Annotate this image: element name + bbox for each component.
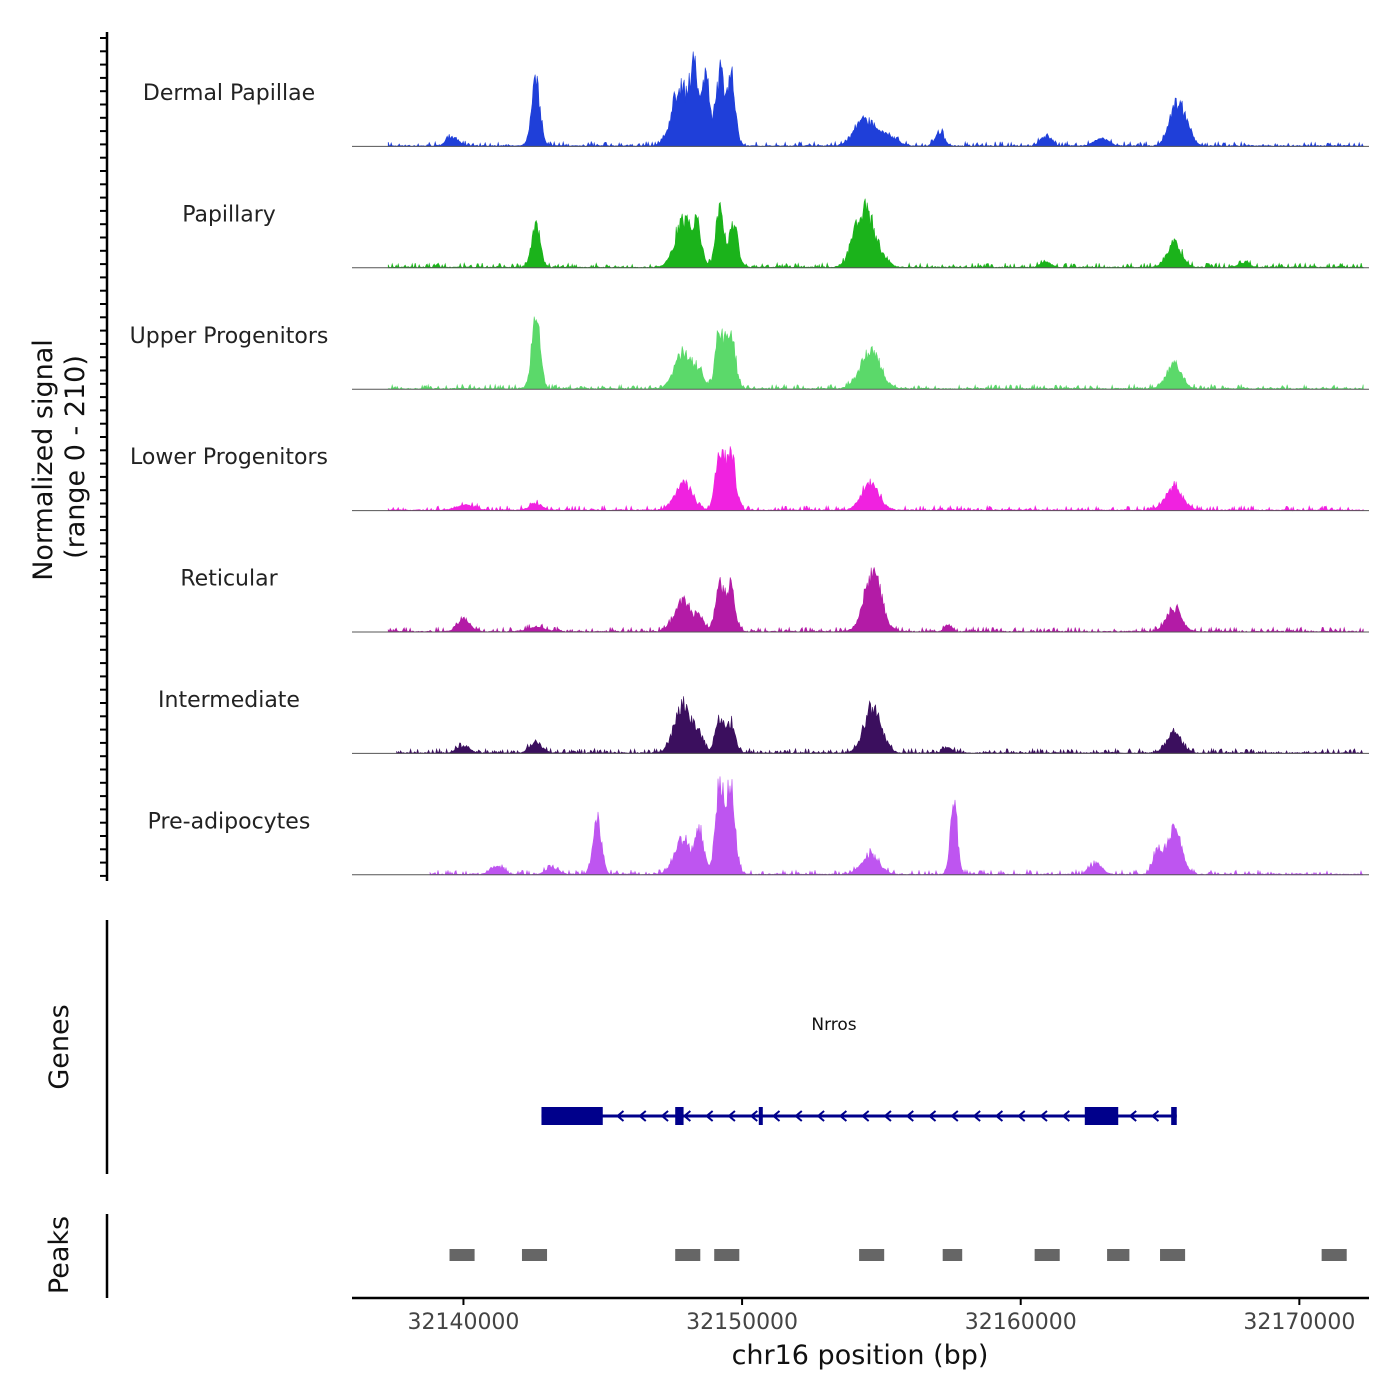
track-label: Upper Progenitors bbox=[130, 324, 329, 349]
exon bbox=[541, 1107, 603, 1125]
track-label: Intermediate bbox=[158, 688, 300, 713]
exon bbox=[675, 1107, 684, 1125]
strand-arrow bbox=[1128, 1110, 1137, 1122]
track-label: Dermal Papillae bbox=[143, 81, 315, 106]
coverage-area bbox=[387, 51, 1364, 148]
strand-arrow bbox=[615, 1110, 625, 1122]
peak-region bbox=[1321, 1249, 1347, 1261]
coverage-track: Upper Progenitors bbox=[130, 316, 1369, 391]
strand-arrow bbox=[1150, 1110, 1160, 1122]
coverage-y-axis-ticks bbox=[100, 37, 107, 877]
strand-arrow bbox=[749, 1110, 758, 1122]
coverage-area bbox=[387, 567, 1364, 634]
genes-track-label: Genes bbox=[44, 1004, 75, 1089]
coverage-track: Dermal Papillae bbox=[143, 51, 1369, 148]
coverage-area bbox=[429, 776, 1364, 876]
track-label: Pre-adipocytes bbox=[148, 809, 311, 834]
coverage-area bbox=[387, 446, 1364, 512]
strand-arrow bbox=[705, 1110, 714, 1122]
strand-arrow bbox=[950, 1110, 959, 1122]
strand-arrow bbox=[905, 1110, 914, 1122]
gene-track: Nrros bbox=[541, 1015, 1177, 1125]
strand-arrow bbox=[816, 1110, 825, 1122]
track-label: Reticular bbox=[180, 567, 278, 592]
strand-arrow bbox=[994, 1110, 1004, 1122]
strand-arrow bbox=[638, 1110, 647, 1122]
exon bbox=[758, 1107, 763, 1125]
coverage-area bbox=[387, 198, 1364, 269]
y-axis-title: Normalized signal bbox=[28, 339, 59, 581]
x-tick-label: 32140000 bbox=[407, 1310, 519, 1335]
coverage-track: Pre-adipocytes bbox=[148, 776, 1369, 876]
peak-region bbox=[1034, 1249, 1060, 1261]
strand-arrow bbox=[1039, 1110, 1048, 1122]
exon bbox=[1171, 1107, 1177, 1125]
x-tick-label: 32170000 bbox=[1243, 1310, 1355, 1335]
track-label: Papillary bbox=[182, 202, 276, 227]
peak-region bbox=[714, 1249, 740, 1261]
peak-region bbox=[1160, 1249, 1186, 1261]
x-axis-title: chr16 position (bp) bbox=[732, 1340, 989, 1371]
peaks-track bbox=[449, 1249, 1347, 1261]
coverage-track: Papillary bbox=[182, 198, 1369, 269]
strand-arrow bbox=[727, 1110, 736, 1122]
strand-arrow bbox=[682, 1110, 691, 1122]
coverage-track: Lower Progenitors bbox=[130, 445, 1369, 512]
coverage-tracks: Dermal Papillae Papillary Upper Progenitor… bbox=[130, 51, 1369, 876]
gene-label: Nrros bbox=[811, 1015, 856, 1035]
x-tick-label: 32150000 bbox=[686, 1310, 798, 1335]
strand-arrow bbox=[1017, 1110, 1026, 1122]
strand-arrow bbox=[972, 1110, 981, 1122]
coverage-track: Reticular bbox=[180, 567, 1369, 634]
strand-arrow bbox=[883, 1110, 892, 1122]
x-tick-label: 32160000 bbox=[965, 1310, 1077, 1335]
peak-region bbox=[942, 1249, 963, 1261]
x-axis-ticks: 32140000 32150000 32160000 32170000 bbox=[407, 1298, 1355, 1335]
strand-arrow bbox=[861, 1110, 870, 1122]
track-label: Lower Progenitors bbox=[130, 445, 328, 470]
peak-region bbox=[521, 1249, 548, 1261]
peaks-track-label: Peaks bbox=[44, 1216, 75, 1294]
peak-region bbox=[449, 1249, 475, 1261]
coverage-area bbox=[396, 696, 1364, 755]
peak-region bbox=[1107, 1249, 1130, 1261]
strand-arrow bbox=[1061, 1110, 1070, 1122]
coverage-track: Intermediate bbox=[158, 688, 1369, 755]
strand-arrow bbox=[927, 1110, 937, 1122]
strand-arrow bbox=[771, 1110, 781, 1122]
y-axis-subtitle: (range 0 - 210) bbox=[60, 355, 91, 559]
peak-region bbox=[675, 1249, 701, 1261]
strand-arrow bbox=[660, 1110, 669, 1122]
exon bbox=[1084, 1107, 1119, 1125]
peak-region bbox=[859, 1249, 885, 1261]
strand-arrow bbox=[838, 1110, 848, 1122]
strand-arrow bbox=[794, 1110, 803, 1122]
coverage-area bbox=[387, 316, 1364, 391]
